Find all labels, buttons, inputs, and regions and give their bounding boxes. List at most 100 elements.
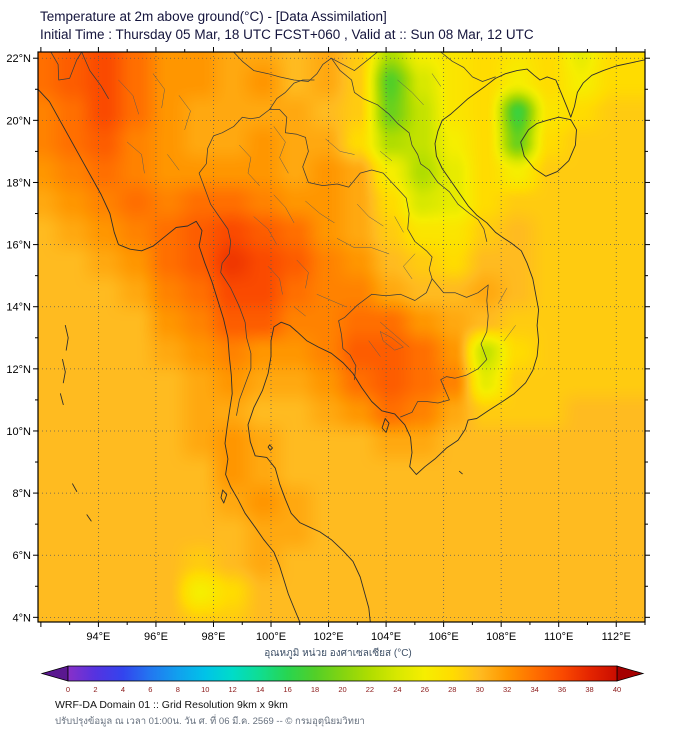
- province-border: [273, 194, 295, 224]
- x-axis-label: 108°E: [486, 631, 516, 643]
- y-axis-label: 8°N: [13, 488, 32, 500]
- province-border: [118, 79, 139, 115]
- province-border: [253, 216, 278, 245]
- x-axis-label: 104°E: [371, 631, 401, 643]
- coastline: [64, 324, 69, 351]
- x-axis-label: 100°E: [256, 631, 286, 643]
- coastline: [59, 393, 64, 406]
- map-overlay: 94°E 96°E 98°E 100°E 102°E 104°E 106°E 108°E 110…: [6, 47, 650, 643]
- country-border: [50, 52, 83, 81]
- map-title: Temperature at 2m above ground(°C) - [Da…: [40, 9, 387, 24]
- country-border: [331, 57, 488, 242]
- axis-labels: 94°E 96°E 98°E 100°E 102°E 104°E 106°E 108°E 110…: [6, 53, 630, 643]
- colorbar-under-arrow: [40, 665, 69, 682]
- colorbar-tick-label: 6: [148, 685, 152, 694]
- province-border: [397, 79, 424, 106]
- province-border: [336, 238, 390, 255]
- x-axis-label: 102°E: [314, 631, 344, 643]
- coastline: [38, 88, 301, 622]
- colorbar-tick-label: 24: [393, 685, 401, 694]
- country-border: [198, 109, 270, 416]
- province-border: [178, 95, 191, 130]
- province-border: [325, 138, 355, 155]
- province-border: [167, 154, 180, 171]
- colorbar-tick-label: 26: [421, 685, 429, 694]
- y-axis-label: 12°N: [6, 364, 31, 376]
- x-axis-label: 112°E: [602, 631, 631, 643]
- coastline: [62, 359, 66, 384]
- colorbar-tick-label: 28: [448, 685, 456, 694]
- y-axis-label: 10°N: [6, 426, 31, 438]
- coastline: [220, 489, 228, 504]
- coastline: [520, 116, 577, 177]
- province-border: [293, 306, 306, 317]
- map-area: 94°E 96°E 98°E 100°E 102°E 104°E 106°E 108°E 110…: [0, 44, 676, 644]
- colorbar-label: อุณหภูมิ หน่วย องศาเซลเซียส (°C): [264, 648, 412, 659]
- colorbar-tick-label: 40: [613, 685, 621, 694]
- coastline: [247, 59, 645, 622]
- coastline: [86, 514, 92, 522]
- colorbar-tick-label: 30: [476, 685, 484, 694]
- footer-domain-info: WRF-DA Domain 01 :: Grid Resolution 9km …: [55, 699, 288, 711]
- footer-update-info: ปรับปรุงข้อมูล ณ เวลา 01:00น. วัน ศ. ที่…: [55, 716, 365, 727]
- country-border: [233, 52, 378, 82]
- y-axis-label: 14°N: [6, 302, 31, 314]
- y-axis-label: 20°N: [6, 115, 31, 127]
- country-border: [338, 278, 433, 381]
- x-axis-label: 106°E: [429, 631, 459, 643]
- map-subtitle: Initial Time : Thursday 05 Mar, 18 UTC F…: [40, 27, 534, 42]
- colorbar-tick-label: 14: [256, 685, 264, 694]
- colorbar-tick-label: 36: [558, 685, 566, 694]
- x-axis-label: 96°E: [144, 631, 168, 643]
- colorbar-tick-labels: 0 2 4 6 8 10 12 14 16 18 20 22 24 26 28 30 32 34 36 38 40: [66, 685, 621, 694]
- x-axis-label: 110°E: [544, 631, 573, 643]
- coastline: [381, 418, 390, 433]
- colorbar-tick-label: 4: [121, 685, 125, 694]
- province-border: [273, 126, 289, 174]
- map-frame: [37, 51, 646, 623]
- colorbar-tick-label: 34: [530, 685, 538, 694]
- footer: WRF-DA Domain 01 :: Grid Resolution 9km …: [55, 699, 676, 729]
- country-border: [269, 109, 433, 280]
- y-axis-label: 22°N: [6, 53, 31, 65]
- province-border: [296, 259, 309, 289]
- colorbar-tick-label: 0: [66, 685, 70, 694]
- province-border: [357, 203, 384, 227]
- province-border: [380, 151, 393, 161]
- province-border: [403, 253, 416, 280]
- coastline: [458, 470, 463, 475]
- coastline: [267, 444, 273, 451]
- province-border: [316, 294, 347, 307]
- country-border: [440, 52, 496, 82]
- province-border: [305, 200, 335, 224]
- province-border: [239, 144, 260, 186]
- colorbar-tick-label: 32: [503, 685, 511, 694]
- y-axis-label: 6°N: [13, 550, 32, 562]
- province-border: [394, 216, 404, 233]
- grid-lines: [38, 52, 645, 622]
- colorbar-over-arrow: [616, 665, 645, 682]
- y-axis-label: 4°N: [13, 612, 32, 624]
- y-axis-label: 18°N: [6, 177, 31, 189]
- colorbar: 0 2 4 6 8 10 12 14 16 18 20 22 24 26 28 30 32 34 36 38 40: [40, 665, 645, 694]
- colorbar-tick-label: 18: [311, 685, 319, 694]
- colorbar-tick-label: 10: [201, 685, 209, 694]
- province-border: [152, 73, 165, 109]
- province-border: [503, 325, 516, 342]
- colorbar-tick-label: 8: [176, 685, 180, 694]
- province-border: [267, 266, 283, 295]
- colorbar-tick-label: 20: [338, 685, 346, 694]
- country-border: [81, 52, 109, 99]
- coastline: [72, 483, 78, 492]
- province-border: [380, 331, 404, 351]
- colorbar-tick-label: 2: [93, 685, 97, 694]
- axis-ticks: [33, 47, 650, 627]
- y-axis-label: 16°N: [6, 240, 31, 252]
- colorbar-tick-label: 22: [366, 685, 374, 694]
- colorbar-tick-label: 38: [585, 685, 593, 694]
- geo-outlines: [38, 52, 645, 622]
- x-axis-label: 98°E: [201, 631, 225, 643]
- province-border: [380, 321, 410, 348]
- country-border: [400, 284, 489, 418]
- colorbar-gradient: [67, 665, 618, 682]
